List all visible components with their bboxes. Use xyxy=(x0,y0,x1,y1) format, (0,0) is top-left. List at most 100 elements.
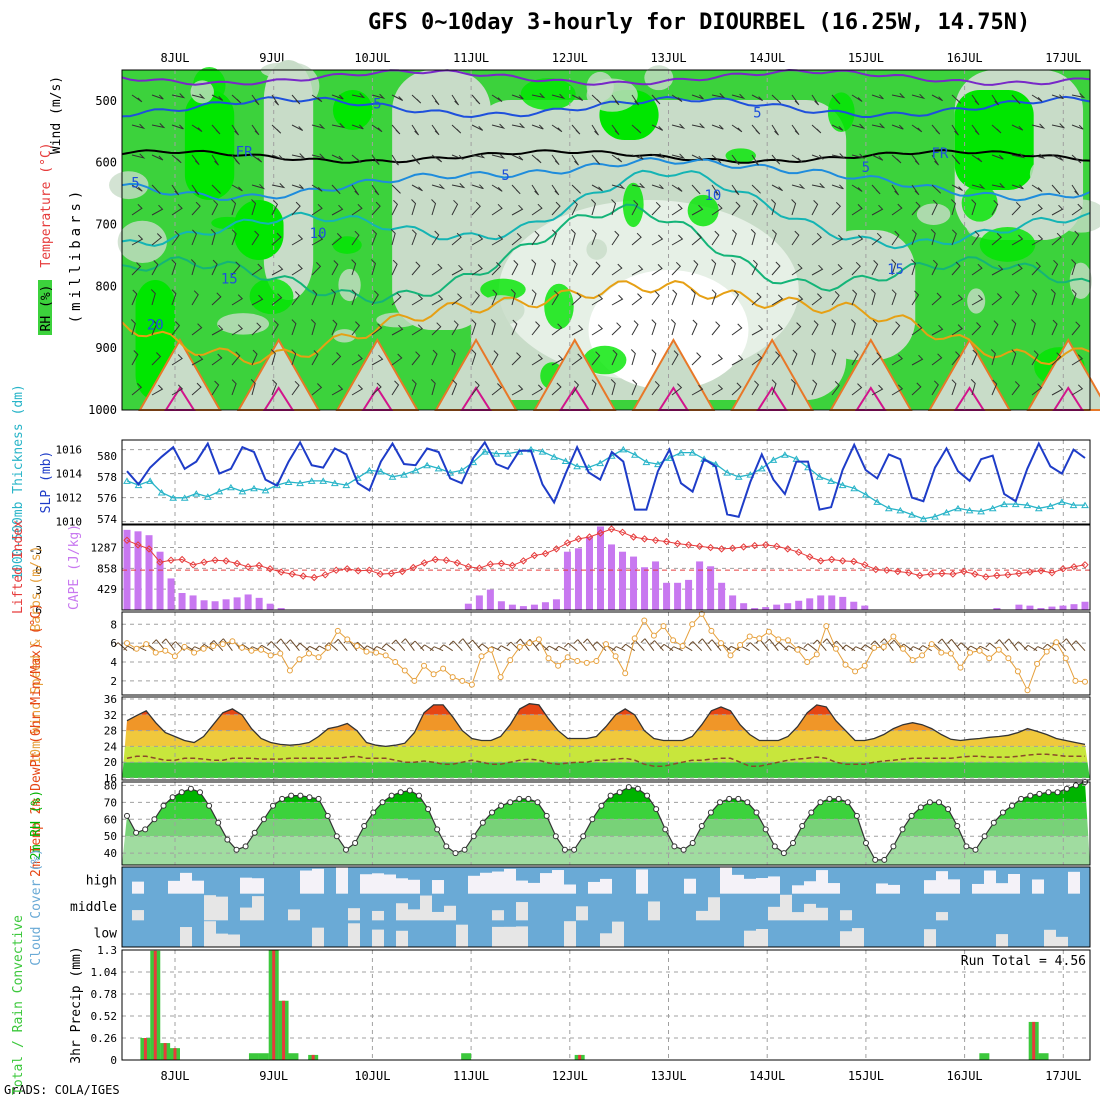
wind-barb xyxy=(1031,123,1046,129)
wind-barb xyxy=(1071,289,1077,306)
wind-barb xyxy=(310,319,316,336)
lifted-index-point xyxy=(739,543,748,551)
rh-point xyxy=(461,846,468,853)
wind-barb xyxy=(911,93,926,100)
cape-bar xyxy=(134,531,142,610)
cape-bar xyxy=(475,595,483,610)
wind-barb xyxy=(511,352,522,366)
wind-barb xyxy=(551,323,563,336)
precip-convective-bar xyxy=(1032,1021,1036,1060)
wind10-barb xyxy=(429,646,444,652)
lifted-index-point xyxy=(960,567,968,576)
wind-barb xyxy=(731,93,746,100)
wind-barb xyxy=(991,124,1002,134)
thickness-point xyxy=(965,506,974,514)
wind-barb xyxy=(171,203,183,216)
wind-barb xyxy=(851,350,859,366)
thickness-point xyxy=(180,494,189,501)
wind10-point xyxy=(411,677,418,684)
wind-barb xyxy=(131,94,143,103)
rh-point xyxy=(644,792,651,799)
lifted-index-point xyxy=(673,539,682,548)
lifted-index-point xyxy=(596,529,605,537)
wind-barb xyxy=(131,262,142,276)
precip-convective-bar xyxy=(143,1038,147,1060)
wind10-barb xyxy=(774,641,789,652)
wind-barb xyxy=(551,229,557,246)
wind10-barb xyxy=(956,642,971,652)
cloud-gap xyxy=(516,926,528,947)
thickness-point xyxy=(550,453,558,460)
cape-tick: 858 xyxy=(97,562,117,575)
contour-label: 5 xyxy=(862,160,870,176)
wind10-point xyxy=(478,653,485,660)
date-label-top: 14JUL xyxy=(749,51,785,65)
wind-barb xyxy=(891,230,900,246)
thickness-point xyxy=(203,493,212,500)
wind-barb xyxy=(1051,154,1064,161)
lifted-index-point xyxy=(288,570,296,578)
li-tick: 3 xyxy=(35,584,42,597)
wind-barb xyxy=(1051,232,1062,246)
wind-barb xyxy=(1051,184,1061,195)
wind-barb xyxy=(1051,259,1059,276)
wind-barb xyxy=(971,199,977,216)
lifted-index-line xyxy=(126,528,1086,579)
wind-barb xyxy=(391,154,399,166)
wind-barb xyxy=(351,321,361,336)
cape-bar xyxy=(1015,604,1023,610)
wind-barb xyxy=(151,154,164,161)
wind-barb xyxy=(851,261,861,276)
wind-barb xyxy=(531,230,540,246)
wind10-barb xyxy=(401,638,415,651)
rh-patch xyxy=(333,329,356,343)
lifted-index-point xyxy=(145,545,153,553)
wind-barb xyxy=(431,154,443,163)
cape-tick: 1287 xyxy=(91,541,118,554)
wind-barb xyxy=(691,232,702,246)
cloud-gap xyxy=(720,867,732,894)
date-label-top: 8JUL xyxy=(161,51,190,65)
cloud-gap xyxy=(228,934,240,947)
rh-point xyxy=(662,826,669,833)
wind-barb xyxy=(831,381,840,396)
thickness-line xyxy=(126,448,1085,520)
wind10-barb xyxy=(391,639,406,651)
rh-point xyxy=(616,789,623,796)
wind-barb xyxy=(850,319,856,336)
cloud-gap xyxy=(792,885,804,894)
wind10-barb xyxy=(276,638,291,651)
thickness-tick: 578 xyxy=(97,471,117,484)
rh-point xyxy=(817,799,824,806)
rh-point xyxy=(917,804,924,811)
wind-barb xyxy=(131,289,138,306)
panel-rh xyxy=(121,781,1091,866)
wind10-point xyxy=(890,633,897,640)
cloud-gap xyxy=(984,870,996,894)
wind-barb xyxy=(971,230,980,246)
rh-point xyxy=(498,802,505,809)
rh-legend-swatch xyxy=(38,280,52,335)
panel-slp xyxy=(121,439,1091,525)
wind-barb xyxy=(231,154,240,165)
cloud-gap xyxy=(204,895,216,921)
thickness-point xyxy=(919,515,928,522)
wind-barb xyxy=(911,124,923,133)
wind-barb xyxy=(451,183,466,189)
wind-barb xyxy=(371,290,379,306)
wind-barb xyxy=(351,184,360,196)
wind10-point xyxy=(152,649,159,656)
wind10-point xyxy=(1034,660,1041,667)
wind-barb xyxy=(731,124,743,133)
lifted-index-point xyxy=(695,542,704,551)
wind-barb xyxy=(211,324,224,336)
thickness-point xyxy=(746,471,755,478)
wind-barb xyxy=(811,124,822,134)
wind-barb xyxy=(691,184,701,195)
wind-barb xyxy=(211,124,221,135)
cape-bar xyxy=(707,566,715,610)
wind-barb xyxy=(411,351,421,366)
thickness-point xyxy=(1046,502,1055,510)
thickness-tick: 580 xyxy=(97,450,117,463)
wind10-point xyxy=(842,661,849,668)
